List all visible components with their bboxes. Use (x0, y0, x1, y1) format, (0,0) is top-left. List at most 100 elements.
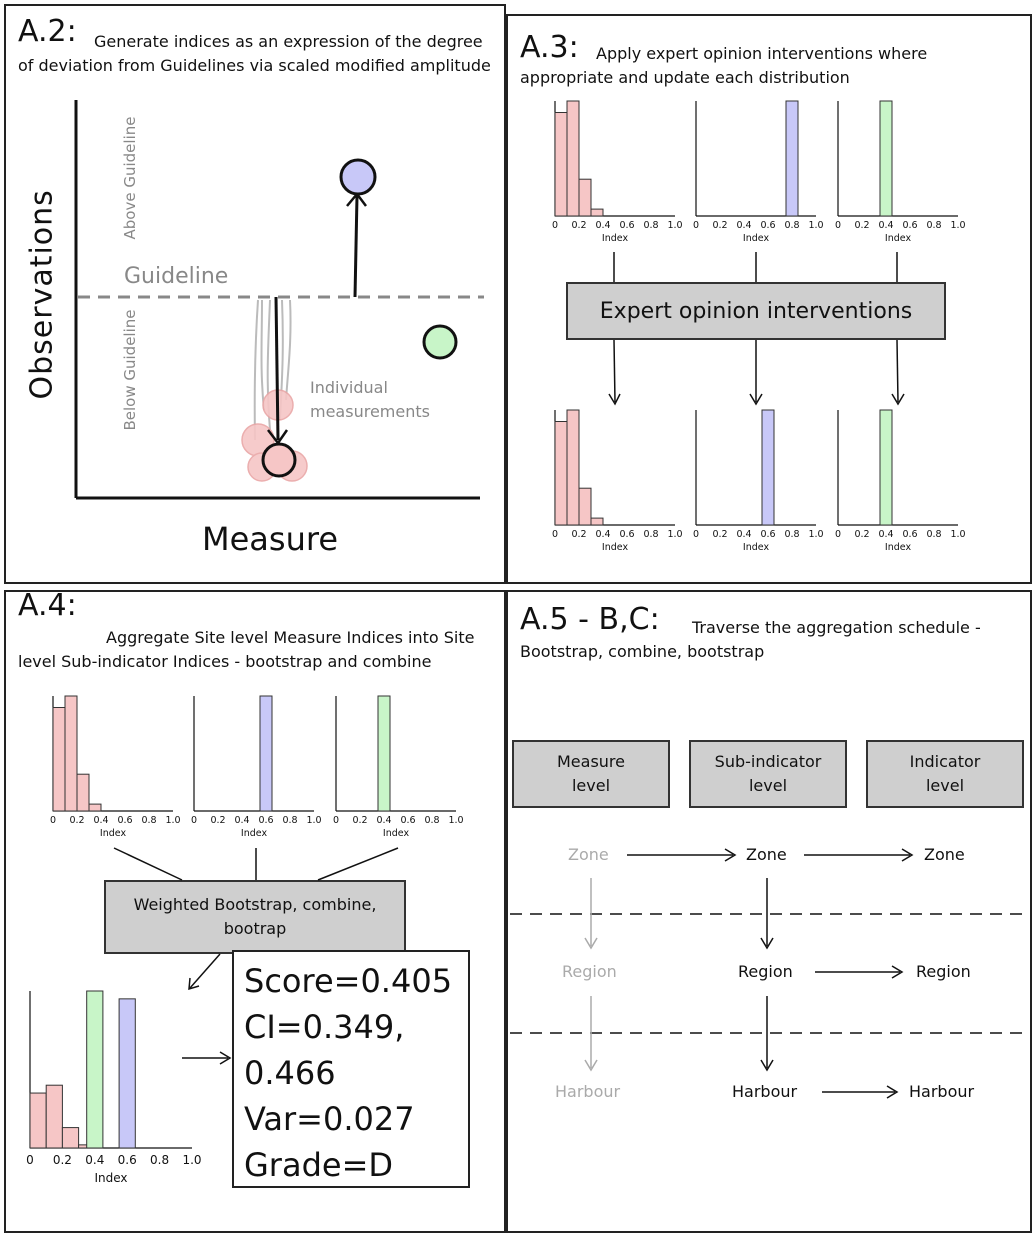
a3-expert-box: Expert opinion interventions (566, 282, 946, 340)
chart-bar (879, 409, 893, 526)
chart-tick-label: 0.6 (118, 1153, 137, 1167)
panel-a4-title: A.4: (18, 588, 77, 623)
panel-a5-description: Traverse the aggregation schedule - Boot… (520, 618, 981, 661)
chart-x-label: Index (743, 542, 770, 553)
chart-tick-label: 0.8 (424, 815, 439, 826)
chart-tick-label: 0.4 (595, 529, 610, 540)
chart-bar (118, 998, 136, 1149)
chart-tick-label: 0.6 (760, 220, 775, 231)
chart-bar (76, 773, 90, 812)
panel-a2 (4, 4, 506, 584)
chart-tick-label: 0.8 (643, 220, 658, 231)
chart-bar (29, 1092, 47, 1149)
chart-x-label: Index (94, 1171, 127, 1185)
chart-bar (590, 517, 604, 526)
chart-tick-label: 1.0 (667, 220, 682, 231)
chart-tick-label: 0.4 (85, 1153, 104, 1167)
chart-tick-label: 0.6 (117, 815, 132, 826)
stat-var: Var=0.027 (244, 1100, 415, 1138)
a5-subindicator-harbour: Harbour (732, 1082, 798, 1101)
chart-x-label: Index (885, 233, 912, 244)
a5-subindicator-zone: Zone (746, 845, 787, 864)
chart-tick-label: 1.0 (182, 1153, 201, 1167)
a3-expert-box-label: Expert opinion interventions (599, 298, 913, 324)
panel-a2-description: Generate indices as an expression of the… (18, 32, 491, 75)
chart-a4-top-blue: 0 0.2 0.4 0.6 0.8 1.0 Index (191, 695, 322, 839)
panel-a4-description: Aggregate Site level Measure Indices int… (18, 628, 475, 671)
chart-tick-label: 0.2 (69, 815, 84, 826)
chart-tick-label: 1.0 (306, 815, 321, 826)
stat-grade: Grade=D (244, 1146, 394, 1184)
blue-index-point (339, 158, 377, 196)
chart-x-label: Index (100, 828, 127, 839)
chart-tick-label: 0.4 (376, 815, 391, 826)
header-indicator-level: Indicator level (866, 740, 1024, 808)
chart-tick-label: 0.2 (571, 529, 586, 540)
chart-bar (377, 695, 391, 812)
chart-tick-label: 0.4 (595, 220, 610, 231)
guideline-label: Guideline (124, 264, 229, 289)
chart-bar (879, 100, 893, 217)
a5-subindicator-region: Region (738, 962, 793, 981)
chart-bar (45, 1084, 63, 1149)
chart-tick-label: 0.6 (760, 529, 775, 540)
chart-bar (61, 1127, 80, 1149)
chart-bar (566, 409, 580, 526)
chart-tick-label: 0.4 (736, 529, 751, 540)
chart-x-label: Index (743, 233, 770, 244)
chart-x-label: Index (602, 233, 629, 244)
stat-ci-upper: 0.466 (244, 1054, 336, 1092)
chart-x-label: Index (602, 542, 629, 553)
chart-tick-label: 1.0 (950, 220, 965, 231)
chart-bar (259, 695, 273, 812)
chart-a4-combined: 0 0.2 0.4 0.6 0.8 1.0 Index (26, 990, 202, 1185)
chart-bar (578, 487, 592, 526)
chart-a3-top-red: 0 0.2 0.4 0.6 0.8 1.0 Index (552, 100, 683, 244)
a4-stats-box: Score=0.405 CI=0.349, 0.466 Var=0.027 Gr… (232, 950, 470, 1188)
chart-tick-label: 0 (191, 815, 197, 826)
chart-tick-label: 0 (333, 815, 339, 826)
panel-a3-description: Apply expert opinion interventions where… (520, 44, 928, 87)
chart-a4-top-green: 0 0.2 0.4 0.6 0.8 1.0 Index (333, 695, 464, 839)
a5-indicator-region: Region (916, 962, 971, 981)
chart-tick-label: 1.0 (808, 220, 823, 231)
chart-tick-label: 0.6 (619, 529, 634, 540)
chart-tick-label: 1.0 (950, 529, 965, 540)
chart-bar (590, 208, 604, 217)
chart-a4-top-red: 0 0.2 0.4 0.6 0.8 1.0 Index (50, 695, 181, 839)
a5-measure-zone: Zone (568, 845, 609, 864)
stat-score: Score=0.405 (244, 962, 453, 1000)
a4-connectors (113, 847, 399, 1065)
chart-tick-label: 0.2 (571, 220, 586, 231)
a4-bootstrap-box: Weighted Bootstrap, combine, bootrap (104, 880, 406, 954)
panel-a5 (506, 590, 1032, 1233)
chart-tick-label: 0.6 (258, 815, 273, 826)
header-sub-indicator-level: Sub-indicator level (689, 740, 847, 808)
chart-bar (578, 178, 592, 217)
panel-a2-title: A.2: (18, 14, 77, 49)
chart-tick-label: 0.6 (902, 529, 917, 540)
a4-bootstrap-box-label: Weighted Bootstrap, combine, bootrap (133, 895, 377, 938)
chart-tick-label: 0 (50, 815, 56, 826)
chart-tick-label: 0 (835, 529, 841, 540)
chart-tick-label: 0.2 (712, 529, 727, 540)
chart-bar (566, 100, 580, 217)
header-measure-level: Measure level (512, 740, 670, 808)
a5-indicator-harbour: Harbour (909, 1082, 975, 1101)
chart-bar (785, 100, 799, 217)
chart-tick-label: 1.0 (808, 529, 823, 540)
chart-tick-label: 0.8 (643, 529, 658, 540)
chart-bar (52, 707, 66, 812)
chart-tick-label: 0.6 (400, 815, 415, 826)
a5-indicator-zone: Zone (924, 845, 965, 864)
chart-tick-label: 0.4 (878, 529, 893, 540)
chart-x-label: Index (885, 542, 912, 553)
chart-tick-label: 0.8 (141, 815, 156, 826)
chart-a3-bottom-green: 0 0.2 0.4 0.6 0.8 1.0 Index (835, 409, 966, 553)
chart-bar (554, 421, 568, 526)
chart-tick-label: 0.8 (784, 220, 799, 231)
chart-tick-label: 0.4 (234, 815, 249, 826)
green-index-point (422, 324, 458, 360)
